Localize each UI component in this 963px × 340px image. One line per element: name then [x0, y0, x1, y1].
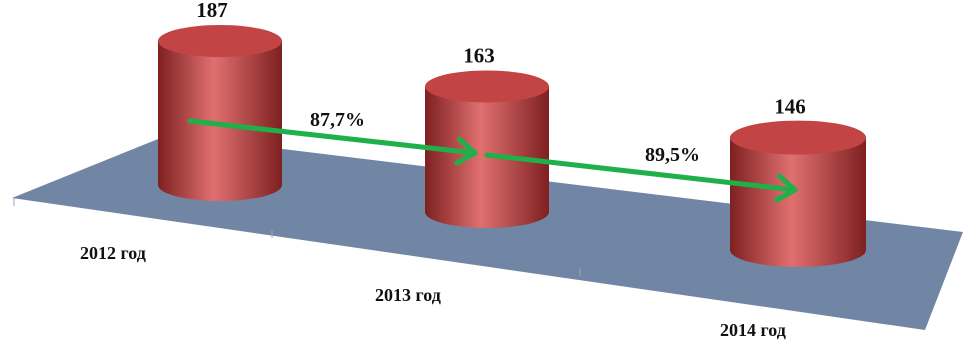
cylinder-top: [425, 70, 549, 103]
cylinder-body: [730, 137, 866, 267]
value-label: 163: [463, 43, 495, 67]
value-label: 146: [774, 95, 806, 119]
ratio-label-2013-2014: 89,5%: [645, 144, 700, 166]
arrow-head: [774, 173, 798, 203]
ratio-arrow: [187, 118, 478, 156]
cylinder-bar: [158, 25, 282, 201]
category-label-2013: 2013 год: [375, 285, 441, 305]
value-label: 187: [196, 0, 228, 22]
category-label-2014: 2014 год: [720, 320, 786, 340]
arrows-group: [187, 118, 798, 203]
cylinder-body: [158, 41, 282, 201]
cylinder-top: [158, 25, 282, 57]
ratio-label-2012-2013: 87,7%: [310, 109, 365, 131]
bars-group: 187 163 146: [158, 0, 866, 267]
category-label-2012: 2012 год: [80, 243, 146, 263]
arrow-head: [454, 136, 478, 166]
cylinder-top: [730, 120, 866, 155]
cylinder-bar: [730, 120, 866, 267]
ratio-arrow: [484, 152, 798, 193]
